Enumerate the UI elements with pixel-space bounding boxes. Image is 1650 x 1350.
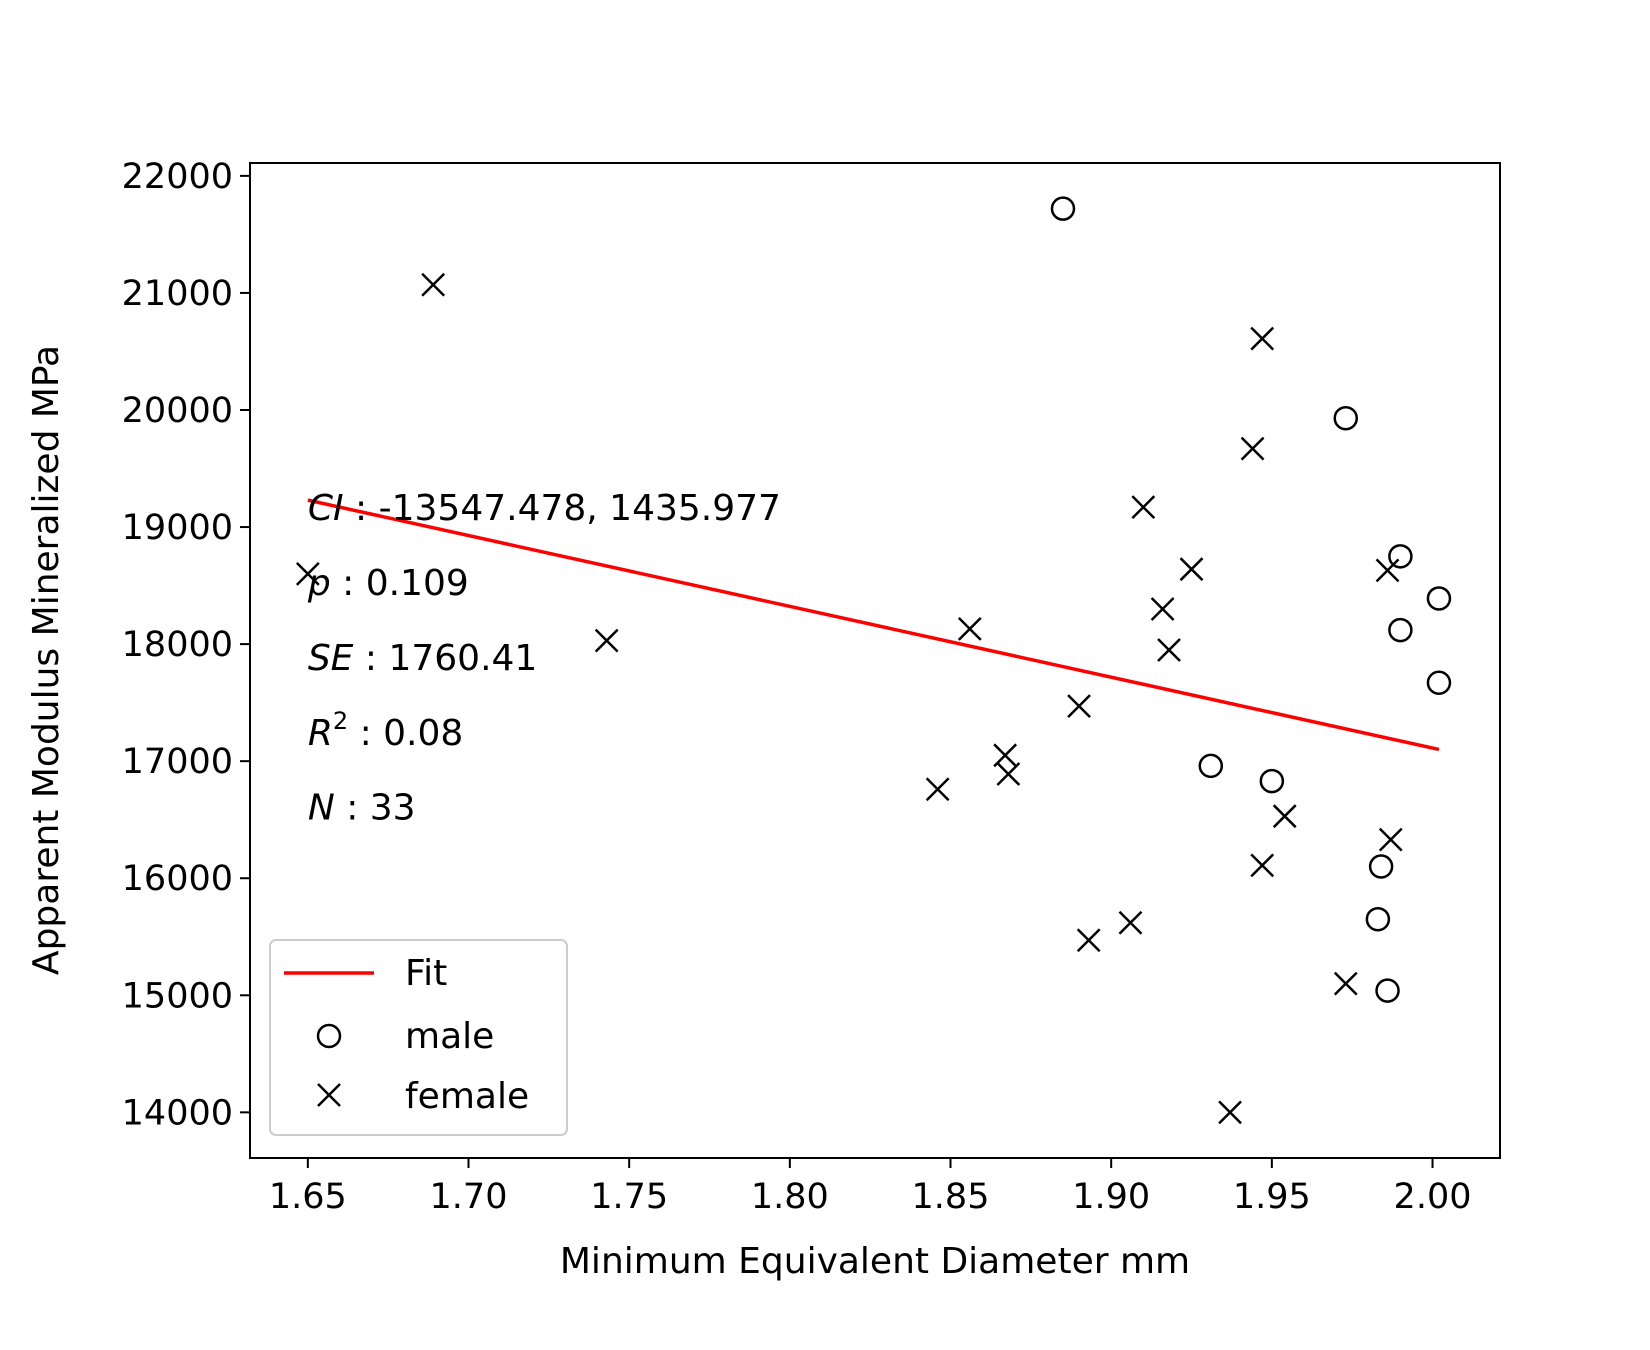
- male-point: [1368, 854, 1394, 879]
- female-point: [1150, 597, 1175, 621]
- female-point: [1375, 558, 1400, 583]
- legend-box: [269, 939, 568, 1136]
- stat-value: : 1760.41: [353, 638, 537, 679]
- stat-value: : 0.08: [348, 713, 463, 754]
- legend-label-female: female: [405, 1076, 529, 1117]
- y-tick-label: 20000: [122, 391, 233, 431]
- x-tick-label: 1.95: [1233, 1177, 1311, 1217]
- fit-line: [307, 498, 1440, 752]
- male-point: [1375, 978, 1400, 1003]
- y-axis-ticks: 14000 15000 16000 17000 18000 19000 20000 21000…: [122, 157, 250, 1133]
- y-tick-label: 15000: [122, 976, 233, 1016]
- y-tick-label: 18000: [122, 625, 233, 665]
- male-point: [1388, 617, 1413, 643]
- stat-symbol: SE: [308, 638, 354, 679]
- female-point: [957, 617, 982, 641]
- legend-label-fit: Fit: [405, 953, 447, 994]
- female-point: [1250, 326, 1275, 351]
- x-tick-label: 1.85: [912, 1177, 990, 1217]
- plot-frame: [249, 162, 1501, 1159]
- male-point: [1259, 768, 1285, 794]
- female-point: [1333, 971, 1358, 996]
- y-tick-label: 17000: [122, 742, 233, 782]
- y-tick-label: 14000: [122, 1093, 233, 1133]
- legend-female-swatch: [317, 1083, 341, 1107]
- male-point: [1388, 544, 1413, 569]
- stat-value: : -13547.478, 1435.977: [344, 488, 781, 529]
- x-tick-label: 1.75: [590, 1177, 668, 1217]
- male-point: [1198, 753, 1224, 779]
- female-point: [1272, 804, 1297, 829]
- legend-label-male: male: [405, 1016, 494, 1057]
- x-tick-label: 1.65: [269, 1177, 347, 1217]
- stat-symbol: p: [307, 563, 331, 604]
- legend-male-swatch: [316, 1023, 342, 1049]
- female-point: [421, 272, 446, 297]
- x-tick-label: 1.90: [1072, 1177, 1150, 1217]
- x-tick-label: 1.70: [430, 1177, 508, 1217]
- x-tick-label: 1.80: [751, 1177, 829, 1217]
- male-point: [1426, 586, 1452, 611]
- female-point: [925, 777, 950, 802]
- female-point: [1179, 557, 1204, 582]
- stat-annotation: p : 0.109: [307, 563, 469, 604]
- y-axis-label: Apparent Modulus Mineralized MPa: [26, 345, 67, 975]
- axes: [249, 162, 1501, 1159]
- female-point: [1131, 495, 1156, 520]
- female-point: [996, 762, 1021, 786]
- stat-value: : 33: [335, 788, 416, 829]
- female-point: [1250, 853, 1275, 878]
- legend: Fit male female: [269, 939, 568, 1136]
- stat-symbol: N: [308, 788, 335, 829]
- y-tick-label: 21000: [122, 274, 233, 314]
- male-point: [1050, 196, 1076, 221]
- fit-layer: [307, 498, 1440, 752]
- female-point: [594, 628, 619, 653]
- y-tick-label: 16000: [122, 859, 233, 899]
- female-point: [1076, 928, 1101, 953]
- female-point: [1378, 827, 1403, 852]
- x-tick-label: 2.00: [1394, 1177, 1472, 1217]
- stat-annotation: N : 33: [308, 788, 416, 829]
- y-tick-label: 19000: [122, 508, 233, 548]
- stat-value: : 0.109: [331, 563, 469, 604]
- points-layer: [295, 196, 1452, 1125]
- stat-symbol: R: [308, 713, 333, 754]
- stat-annotation: CI : -13547.478, 1435.977: [308, 488, 781, 529]
- female-point: [1240, 436, 1265, 461]
- stat-annotation: R2 : 0.08: [308, 707, 463, 754]
- male-point: [1333, 405, 1359, 431]
- y-tick-label: 22000: [122, 157, 233, 197]
- female-point: [1067, 694, 1091, 719]
- female-point: [1218, 1100, 1242, 1125]
- female-point: [1118, 910, 1143, 935]
- female-point: [295, 561, 320, 586]
- stat-symbol: CI: [308, 488, 344, 529]
- x-axis-ticks: 1.65 1.70 1.75 1.80 1.85 1.90 1.95 2.00: [269, 1158, 1472, 1217]
- male-point: [1426, 670, 1452, 695]
- stat-superscript: 2: [333, 707, 348, 735]
- male-point: [1365, 906, 1391, 932]
- stat-annotation: SE : 1760.41: [308, 638, 537, 679]
- female-point: [1157, 638, 1181, 662]
- x-axis-label: Minimum Equivalent Diameter mm: [560, 1241, 1190, 1282]
